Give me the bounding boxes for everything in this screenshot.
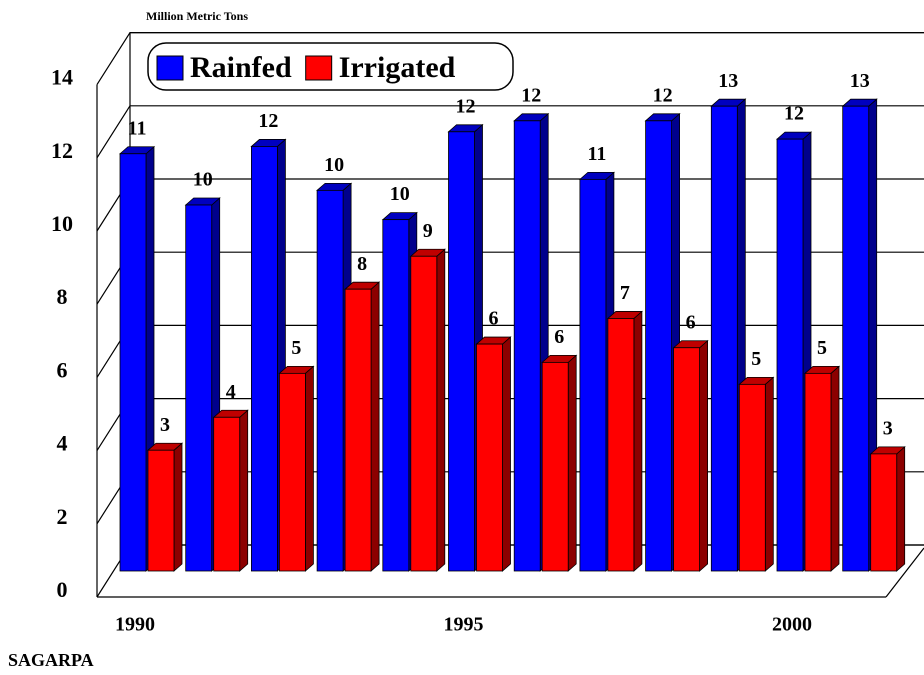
value-label: 12	[258, 110, 278, 132]
bar-front	[607, 318, 635, 572]
bar-side	[370, 281, 380, 572]
source: SAGARPA	[8, 650, 94, 670]
bar-front	[410, 255, 438, 572]
bar-front	[250, 146, 278, 572]
bar-side	[896, 445, 906, 572]
bar-front	[842, 105, 870, 572]
bar-side	[699, 339, 708, 572]
bar-side	[764, 376, 774, 572]
value-label: 4	[226, 381, 236, 403]
legend-swatch	[305, 55, 333, 81]
bar	[118, 145, 156, 572]
value-label: 5	[291, 337, 301, 359]
bar-front	[870, 453, 898, 572]
bar	[146, 442, 184, 572]
value-label: 10	[324, 154, 344, 176]
bar	[409, 248, 446, 572]
bar-side	[633, 310, 643, 572]
y-tick-label: 0	[57, 577, 68, 602]
bar-front	[382, 219, 410, 572]
bar-front	[804, 372, 832, 572]
bar-front	[673, 347, 700, 572]
bar	[212, 409, 249, 572]
axis-title: Million Metric Tons	[146, 9, 248, 23]
value-label: 11	[587, 143, 606, 165]
bar-front	[278, 372, 306, 572]
value-label: 12	[784, 103, 804, 125]
bar-side	[830, 365, 840, 572]
x-tick-label: 1990	[115, 614, 155, 636]
value-label: 3	[160, 414, 170, 436]
bar-front	[513, 120, 541, 572]
bar-front	[119, 153, 147, 572]
value-label: 13	[718, 70, 738, 92]
bar-front	[185, 204, 213, 572]
y-tick-label: 12	[51, 138, 73, 163]
bar	[541, 354, 578, 572]
bar	[475, 336, 512, 572]
bar	[869, 445, 906, 572]
bar-front	[738, 383, 766, 572]
bar-side	[304, 365, 314, 572]
value-label: 9	[423, 220, 433, 242]
bar	[738, 376, 775, 572]
bar-side	[436, 248, 446, 572]
value-label: 8	[357, 253, 367, 275]
legend-label: Irrigated	[339, 51, 456, 84]
value-label: 7	[620, 282, 630, 304]
bar	[606, 310, 643, 572]
bar	[672, 339, 709, 572]
bar-front	[776, 138, 804, 572]
bar-front	[316, 189, 344, 572]
x-tick-label: 1995	[444, 614, 484, 636]
value-label: 13	[850, 70, 870, 92]
value-label: 3	[883, 417, 893, 439]
value-label: 10	[390, 183, 410, 205]
grid-line	[96, 31, 924, 85]
y-tick-label: 8	[57, 284, 68, 309]
bar-side	[173, 442, 183, 572]
bar-side	[239, 409, 249, 572]
bar-side	[502, 336, 511, 572]
y-tick-label: 10	[51, 211, 73, 236]
bar-front	[344, 288, 372, 572]
bar-front	[476, 343, 503, 572]
value-label: 12	[456, 95, 476, 117]
y-tick-label: 6	[57, 357, 68, 382]
bar	[803, 365, 841, 572]
x-tick-label: 2000	[772, 614, 812, 636]
value-label: 5	[751, 348, 761, 370]
grid-line	[96, 105, 924, 159]
y-tick-label: 2	[57, 504, 68, 529]
floor-right	[885, 547, 924, 598]
value-label: 6	[554, 326, 564, 348]
bar-front	[710, 105, 738, 572]
bar	[344, 281, 381, 572]
value-label: 5	[817, 337, 827, 359]
bar-front	[645, 120, 672, 572]
bar	[447, 123, 484, 572]
value-label: 6	[489, 308, 499, 330]
y-tick-label: 4	[57, 431, 68, 456]
value-label: 12	[653, 84, 673, 106]
legend-label: Rainfed	[190, 51, 292, 84]
bar-front	[147, 449, 175, 572]
y-tick-label: 14	[51, 65, 73, 90]
bar-front	[448, 131, 475, 572]
bar-front	[213, 416, 241, 572]
value-label: 12	[521, 84, 541, 106]
bar	[278, 365, 315, 572]
bar-front	[579, 178, 607, 572]
legend-swatch	[156, 55, 184, 81]
bar-front	[541, 361, 569, 572]
bar	[841, 98, 878, 572]
bar-side	[567, 354, 577, 572]
value-label: 10	[193, 169, 213, 191]
value-label: 6	[686, 311, 696, 333]
value-label: 11	[128, 117, 147, 139]
